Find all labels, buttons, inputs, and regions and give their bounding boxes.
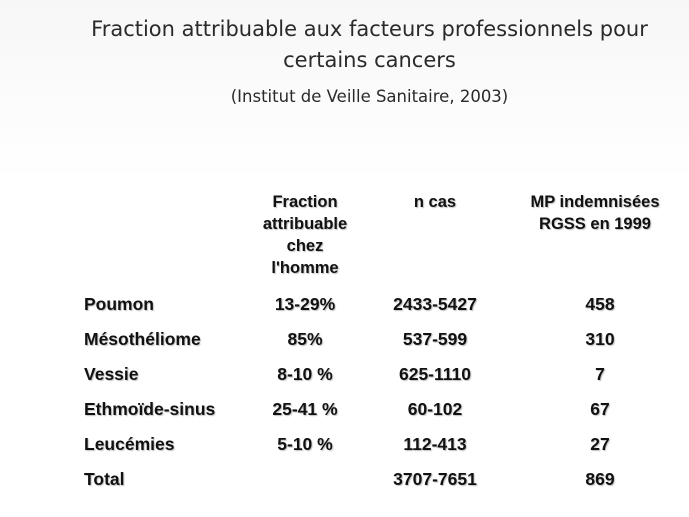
header-fraction-line: chez: [286, 237, 324, 255]
row-name: Poumon: [84, 294, 154, 314]
header-mp: MP indemnisées RGSS en 1999: [515, 191, 675, 235]
row-name: Leucémies: [84, 434, 175, 454]
slide-subtitle: (Institut de Veille Sanitaire, 2003): [230, 87, 509, 106]
row-fraction: 13-29%: [274, 294, 336, 314]
header-fraction: Fraction attribuable chez l'homme: [245, 191, 365, 279]
row-mp: 7: [595, 364, 605, 384]
row-ncas: 112-413: [403, 434, 467, 454]
row-name: Mésothéliome: [84, 329, 201, 349]
row-fraction: 85%: [287, 329, 323, 349]
row-mp: 27: [590, 434, 610, 454]
row-ncas: 60-102: [407, 399, 463, 419]
row-name: Vessie: [84, 364, 139, 384]
header-ncas: n cas: [413, 193, 457, 211]
slide-title: Fraction attribuable aux facteurs profes…: [91, 17, 648, 72]
row-ncas: 2433-5427: [393, 294, 477, 314]
row-mp: 869: [585, 469, 615, 489]
row-mp: 67: [590, 399, 610, 419]
header-fraction-line: l'homme: [271, 259, 339, 277]
row-fraction: 25-41 %: [272, 399, 338, 419]
header-mp-line: RGSS en 1999: [539, 215, 651, 233]
row-ncas: 3707-7651: [393, 469, 477, 489]
row-fraction: 5-10 %: [277, 434, 333, 454]
row-mp: 310: [585, 329, 615, 349]
row-ncas: 537-599: [402, 329, 468, 349]
header-mp-line: MP indemnisées: [530, 193, 660, 211]
row-name: Total: [84, 469, 125, 489]
header-fraction-line: attribuable: [262, 215, 348, 233]
header-fraction-line: Fraction: [272, 193, 338, 211]
row-mp: 458: [585, 294, 615, 314]
row-ncas: 625-1110: [398, 364, 472, 384]
row-fraction: 8-10 %: [277, 364, 333, 384]
row-name: Ethmoïde-sinus: [84, 399, 216, 419]
